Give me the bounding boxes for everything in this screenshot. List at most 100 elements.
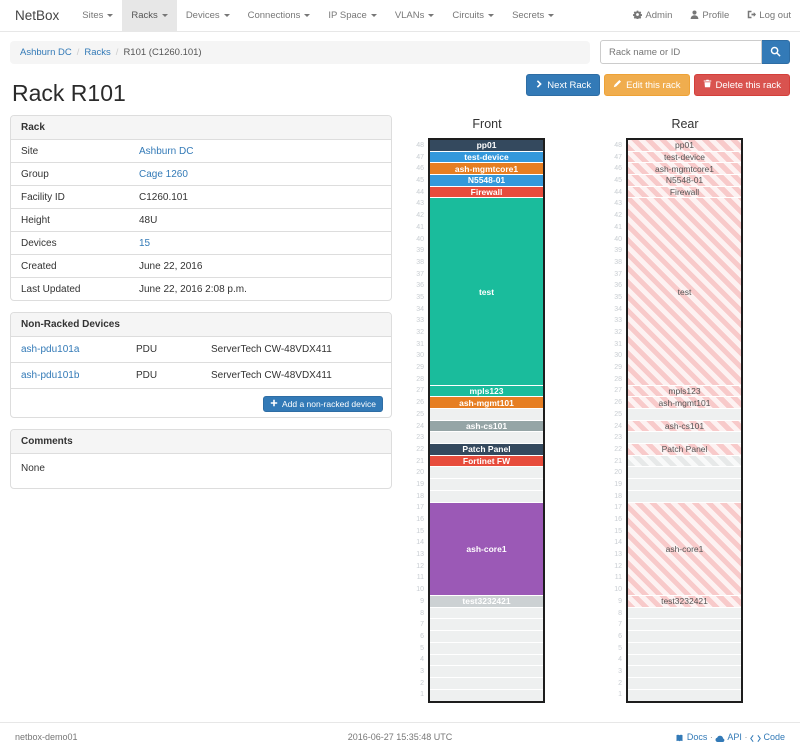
rack-device-front-firewall[interactable]: Firewall (430, 186, 543, 199)
rack-info-panel-title: Rack (11, 116, 391, 140)
nav-logout[interactable]: Log out (738, 0, 800, 31)
rack-device-rear-test[interactable]: test (628, 198, 741, 386)
rack-device-front-ash-mgmtcore1[interactable]: ash-mgmtcore1 (430, 163, 543, 176)
next-rack-button[interactable]: Next Rack (526, 74, 601, 96)
rack-device-rear-pp01[interactable]: pp01 (628, 140, 741, 152)
unit-number: 19 (614, 480, 622, 488)
attr-label: Height (11, 208, 129, 232)
rack-unit-empty (628, 467, 741, 480)
unit-number: 27 (614, 387, 622, 395)
rack-device-front-n5548-01[interactable]: N5548-01 (430, 175, 543, 187)
unit-number: 2 (420, 679, 424, 687)
rack-device-front-test[interactable]: test (430, 198, 543, 386)
table-row: Site Ashburn DC (11, 140, 391, 163)
unit-number: 47 (614, 153, 622, 161)
nav-menu-label: Sites (82, 10, 104, 21)
rack-device-label: pp01 (476, 140, 497, 151)
rack-device-front-patch-panel[interactable]: Patch Panel (430, 444, 543, 456)
footer-docs-link[interactable]: Docs (675, 732, 707, 742)
unit-number: 48 (614, 142, 622, 149)
unit-number: 47 (416, 153, 424, 161)
rack-device-label: test3232421 (661, 596, 708, 607)
rack-device-rear-firewall[interactable]: Firewall (628, 186, 741, 199)
table-row: Group Cage 1260 (11, 162, 391, 186)
rack-device-rear-mpls123[interactable]: mpls123 (628, 385, 741, 398)
unit-number: 1 (420, 691, 424, 699)
nav-menu-connections[interactable]: Connections (239, 0, 320, 31)
rack-device-rear-test3232421[interactable]: test3232421 (628, 596, 741, 608)
rack-device-front-test3232421[interactable]: test3232421 (430, 596, 543, 608)
rack-device-front-ash-cs101[interactable]: ash-cs101 (430, 420, 543, 433)
rack-device-front-pp01[interactable]: pp01 (430, 140, 543, 152)
unit-number: 36 (416, 282, 424, 290)
attr-value-created: June 22, 2016 (139, 260, 203, 272)
unit-number: 24 (614, 422, 622, 430)
rack-device-rear-ash-mgmtcore1[interactable]: ash-mgmtcore1 (628, 163, 741, 176)
nav-menu-vlans[interactable]: VLANs (386, 0, 444, 31)
nav-menu-secrets[interactable]: Secrets (503, 0, 563, 31)
rack-device-rear-ash-mgmt101[interactable]: ash-mgmt101 (628, 397, 741, 409)
unit-number: 29 (416, 364, 424, 372)
rack-device-rear-patch-panel[interactable]: Patch Panel (628, 444, 741, 456)
unit-number: 16 (614, 516, 622, 523)
rack-device-label: ash-mgmtcore1 (654, 163, 715, 174)
breadcrumb-item-racks[interactable]: Racks (84, 46, 111, 58)
rack-search-input[interactable] (600, 40, 762, 64)
brand-logo[interactable]: NetBox (15, 8, 60, 23)
footer-api-link[interactable]: API (715, 732, 742, 742)
attr-value-devices[interactable]: 15 (139, 237, 151, 249)
nav-menu-label: VLANs (394, 10, 425, 21)
device-link-ash-pdu101b[interactable]: ash-pdu101b (21, 370, 80, 381)
attr-value-site[interactable]: Ashburn DC (139, 145, 194, 157)
nav-admin[interactable]: Admin (624, 0, 681, 31)
page-title: Rack R101 (12, 80, 126, 106)
unit-number: 21 (416, 457, 424, 465)
nonracked-devices-panel: Non-Racked Devices ash-pdu101a PDU ServerT… (10, 312, 392, 418)
edit-rack-button[interactable]: Edit this rack (604, 74, 690, 96)
device-link-ash-pdu101a[interactable]: ash-pdu101a (21, 344, 80, 355)
chevron-right-icon (535, 79, 543, 91)
rack-unit-empty (628, 631, 741, 643)
attr-value-facility-id: C1260.101 (139, 191, 188, 203)
nav-menu-devices[interactable]: Devices (177, 0, 239, 31)
rack-unit-empty (430, 467, 543, 480)
attr-value-last-updated: June 22, 2016 2:08 p.m. (139, 283, 247, 295)
plus-icon (270, 399, 278, 409)
nav-menu-circuits[interactable]: Circuits (443, 0, 503, 31)
footer-timestamp: 2016-06-27 15:35:48 UTC (347, 732, 453, 743)
unit-number: 38 (614, 258, 622, 266)
nonracked-device-rows: ash-pdu101a PDU ServerTech CW-48VDX411 ash-… (11, 337, 391, 388)
nav-profile[interactable]: Profile (681, 0, 738, 31)
rack-unit-empty (628, 432, 741, 445)
rack-device-rear-ash-core1[interactable]: ash-core1 (628, 502, 741, 597)
nav-menus: Sites Racks Devices Connections IP Space VLAN… (73, 0, 563, 31)
rack-device-rear-n5548-01[interactable]: N5548-01 (628, 175, 741, 187)
nav-menu-racks[interactable]: Racks (122, 0, 177, 31)
unit-number: 13 (416, 551, 424, 559)
rack-front-units: pp01 test-device ash-mgmtcore1 N5548-01 Fire… (428, 138, 545, 704)
rack-device-rear-test-device[interactable]: test-device (628, 151, 741, 164)
add-nonracked-device-button[interactable]: Add a non-racked device (262, 396, 383, 412)
rack-device-front-test-device[interactable]: test-device (430, 151, 543, 164)
rack-device-label: test3232421 (462, 596, 511, 607)
breadcrumb-separator: / (115, 46, 119, 58)
rack-device-front-ash-mgmt101[interactable]: ash-mgmt101 (430, 397, 543, 409)
footer-code-link[interactable]: Code (750, 732, 785, 742)
rack-search-button[interactable] (762, 40, 790, 64)
table-row: Facility ID C1260.101 (11, 185, 391, 209)
unit-number: 36 (614, 282, 622, 290)
attr-value-group[interactable]: Cage 1260 (139, 168, 188, 180)
rack-device-front-mpls123[interactable]: mpls123 (430, 385, 543, 398)
nav-menu-ip-space[interactable]: IP Space (319, 0, 385, 31)
nav-menu-sites[interactable]: Sites (73, 0, 122, 31)
delete-rack-button[interactable]: Delete this rack (693, 74, 790, 96)
rack-unit-empty (430, 607, 543, 620)
rack-device-rear-ash-cs101[interactable]: ash-cs101 (628, 420, 741, 433)
breadcrumb-item-ashburn-dc[interactable]: Ashburn DC (20, 46, 72, 58)
chevron-down-icon (488, 14, 495, 17)
rack-device-front-fortinet-fw[interactable]: Fortinet FW (430, 455, 543, 468)
edit-rack-label: Edit this rack (626, 79, 681, 91)
rack-device-front-ash-core1[interactable]: ash-core1 (430, 502, 543, 597)
unit-number: 3 (618, 667, 622, 675)
nav-profile-label: Profile (702, 10, 730, 21)
